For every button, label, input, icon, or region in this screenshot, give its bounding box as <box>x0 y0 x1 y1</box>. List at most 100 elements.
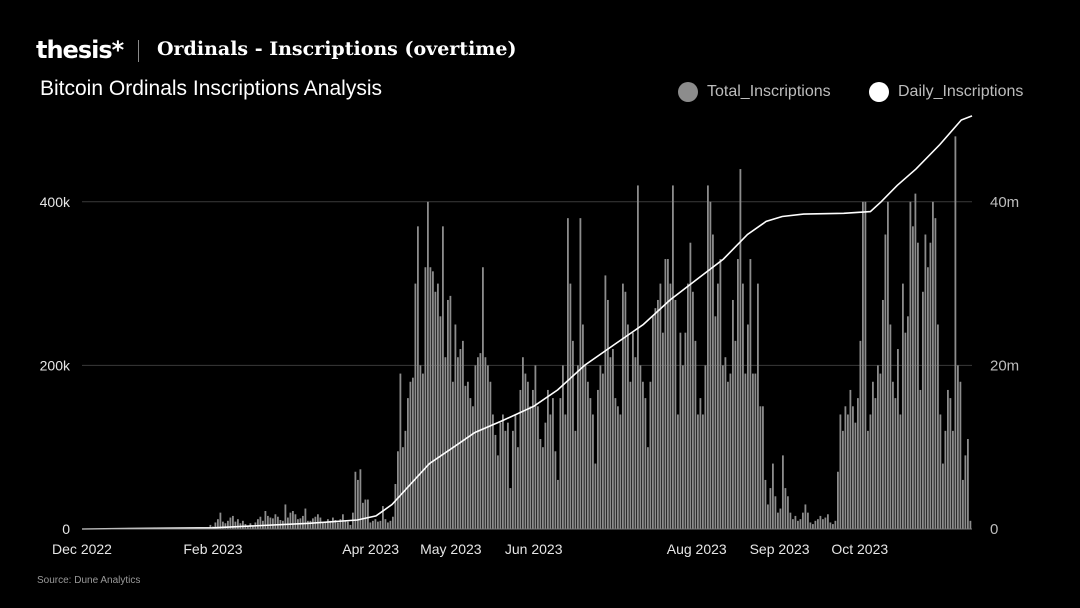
bar <box>224 523 227 529</box>
bar <box>957 365 959 529</box>
bar <box>964 455 967 529</box>
bar <box>482 267 484 529</box>
bar <box>514 414 517 529</box>
bar <box>739 169 742 529</box>
bar <box>927 267 929 529</box>
bar <box>749 259 752 529</box>
bar <box>287 517 289 529</box>
bar <box>717 283 719 529</box>
bar <box>632 332 634 529</box>
bar <box>554 451 557 529</box>
bar <box>487 365 489 529</box>
bar <box>804 504 807 529</box>
bar <box>702 414 704 529</box>
bar <box>942 463 944 529</box>
bar <box>914 193 917 529</box>
legend-item-total-inscriptions[interactable]: Total_Inscriptions <box>678 82 831 102</box>
bar <box>909 201 912 530</box>
bar <box>864 201 867 530</box>
bar <box>952 430 954 529</box>
bar <box>277 516 279 529</box>
bar <box>867 430 869 529</box>
bar <box>567 218 569 529</box>
bar <box>494 434 497 529</box>
bar <box>757 283 759 529</box>
legend-dot-gray-icon <box>678 82 698 102</box>
bar <box>887 201 889 530</box>
bar <box>594 463 597 529</box>
bar <box>894 398 897 529</box>
bar <box>657 299 659 529</box>
bar <box>517 447 519 529</box>
bar <box>347 521 349 529</box>
bar <box>309 520 312 529</box>
bar <box>427 201 429 530</box>
bar <box>537 406 539 529</box>
bar <box>322 522 324 529</box>
bar <box>634 357 637 529</box>
bar <box>677 414 679 529</box>
bar <box>492 414 494 529</box>
bar <box>367 499 369 529</box>
bar <box>682 365 684 529</box>
bar <box>949 398 952 529</box>
bar <box>777 512 779 529</box>
bar <box>432 271 434 529</box>
bar <box>512 430 514 529</box>
bar <box>869 414 872 529</box>
bar <box>754 373 757 529</box>
bar <box>959 381 962 529</box>
bar <box>899 414 902 529</box>
bar <box>824 517 827 529</box>
bar <box>439 316 442 529</box>
bar <box>769 488 772 529</box>
bar <box>302 515 304 529</box>
bar <box>532 389 534 529</box>
bar <box>334 520 337 529</box>
bar <box>229 517 232 529</box>
bar <box>357 479 359 529</box>
bar <box>774 496 777 529</box>
bar <box>274 514 277 529</box>
bar <box>642 381 644 529</box>
bar <box>519 389 522 529</box>
chart-title: Bitcoin Ordinals Inscriptions Analysis <box>40 77 382 100</box>
bar <box>389 520 392 529</box>
legend-dot-white-icon <box>869 82 889 102</box>
bar <box>289 512 292 529</box>
bar <box>772 463 774 529</box>
bar <box>462 340 464 529</box>
bar <box>579 218 582 529</box>
bar <box>879 373 882 529</box>
x-tick-label: Aug 2023 <box>667 541 727 557</box>
bar <box>562 365 564 529</box>
bar <box>659 283 662 529</box>
bar <box>234 521 237 529</box>
bar <box>237 519 239 529</box>
bar <box>689 242 692 529</box>
bar <box>607 299 609 529</box>
bar <box>967 439 969 529</box>
bar <box>349 524 352 529</box>
bar <box>667 259 669 529</box>
bar <box>652 316 654 529</box>
bar <box>829 522 832 529</box>
bar <box>627 324 629 529</box>
bar <box>877 365 879 529</box>
bar <box>387 522 389 529</box>
bar <box>437 283 439 529</box>
bar <box>557 479 559 529</box>
bar <box>502 414 504 529</box>
legend-item-daily-inscriptions[interactable]: Daily_Inscriptions <box>869 82 1023 102</box>
bar <box>787 496 789 529</box>
bar <box>802 512 804 529</box>
bar <box>364 499 367 529</box>
bar <box>694 340 697 529</box>
bar <box>577 365 579 529</box>
bar <box>269 517 272 529</box>
bar <box>339 519 342 529</box>
bar <box>304 508 307 529</box>
bar <box>604 275 607 529</box>
bar <box>572 340 574 529</box>
